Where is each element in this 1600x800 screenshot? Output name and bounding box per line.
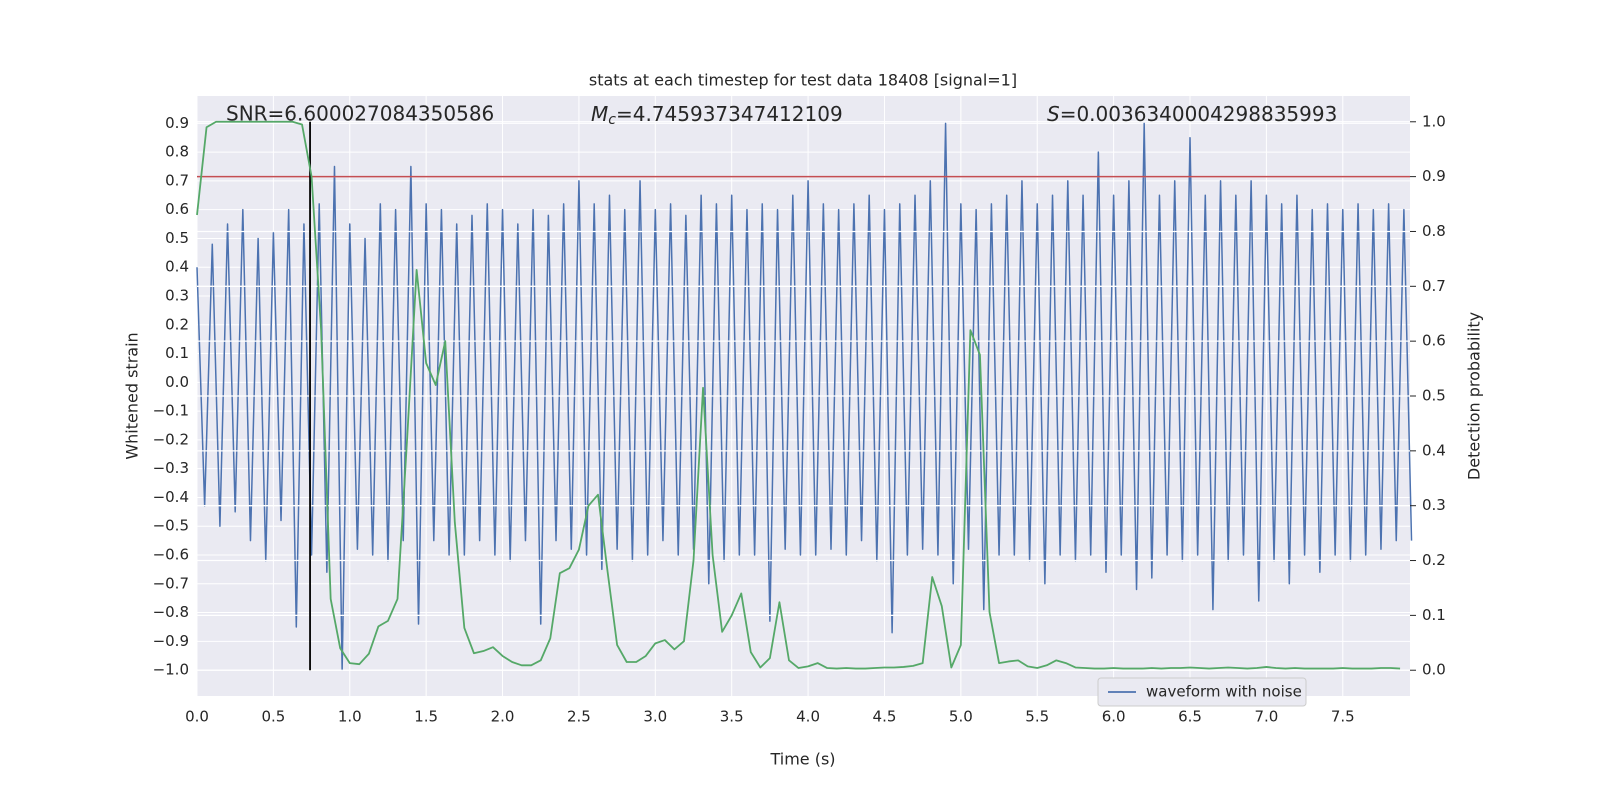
annotation: S=0.0036340004298835993 <box>1047 102 1337 126</box>
y-tick-label: −1.0 <box>153 661 189 679</box>
y-tick-label: 0.6 <box>165 200 189 218</box>
legend-label: waveform with noise <box>1146 683 1302 701</box>
y-tick-label: −0.9 <box>153 632 189 650</box>
y2-axis-label: Detection probability <box>1465 312 1484 480</box>
x-tick-label: 0.5 <box>261 708 285 726</box>
annotation: SNR=6.600027084350586 <box>226 102 494 126</box>
y2-tick-label: 0.3 <box>1422 496 1446 514</box>
annotation-subscript: c <box>608 112 616 128</box>
x-tick-label: 3.0 <box>643 708 667 726</box>
y-tick-label: 0.9 <box>165 114 189 132</box>
annotation: Mc=4.745937347412109 <box>591 102 843 129</box>
annotation-text: =4.745937347412109 <box>616 102 843 126</box>
x-tick-label: 6.5 <box>1178 708 1202 726</box>
x-tick-label: 2.0 <box>491 708 515 726</box>
x-axis-label: Time (s) <box>769 750 835 769</box>
x-tick-label: 6.0 <box>1102 708 1126 726</box>
y-tick-label: −0.1 <box>153 402 189 420</box>
y-tick-label: 0.7 <box>165 171 189 189</box>
x-tick-label: 7.0 <box>1254 708 1278 726</box>
y-tick-label: −0.6 <box>153 545 189 563</box>
y2-tick-label: 0.9 <box>1422 167 1446 185</box>
x-tick-label: 7.5 <box>1331 708 1355 726</box>
x-tick-label: 4.0 <box>796 708 820 726</box>
y-tick-label: −0.8 <box>153 603 189 621</box>
y-tick-label: 0.3 <box>165 287 189 305</box>
annotation-text: =0.0036340004298835993 <box>1060 102 1338 126</box>
y-tick-label: −0.3 <box>153 459 189 477</box>
y-tick-label: −0.7 <box>153 574 189 592</box>
y-tick-label: 0.2 <box>165 315 189 333</box>
y-tick-label: 0.4 <box>165 258 189 276</box>
x-tick-label: 3.5 <box>720 708 744 726</box>
legend-box <box>1097 677 1307 707</box>
y-tick-label: −0.2 <box>153 430 189 448</box>
y-tick-label: −0.4 <box>153 488 189 506</box>
y-tick-label: 0.0 <box>165 373 189 391</box>
y2-tick-label: 0.2 <box>1422 551 1446 569</box>
x-tick-label: 4.5 <box>873 708 897 726</box>
x-tick-label: 1.5 <box>414 708 438 726</box>
y-tick-label: −0.5 <box>153 517 189 535</box>
y2-tick-label: 0.4 <box>1422 441 1446 459</box>
annotation-symbol: M <box>591 102 608 126</box>
y2-tick-label: 0.5 <box>1422 387 1446 405</box>
series-line <box>196 120 1401 670</box>
y2-tick-label: 0.0 <box>1422 661 1446 679</box>
y-axis-label: Whitened strain <box>123 332 142 459</box>
chart-title: stats at each timestep for test data 184… <box>589 71 1017 90</box>
series-line <box>196 122 1413 671</box>
y-tick-label: 0.1 <box>165 344 189 362</box>
y2-tick-label: 0.6 <box>1422 332 1446 350</box>
y2-tick-label: 0.7 <box>1422 277 1446 295</box>
y-tick-label: 0.5 <box>165 229 189 247</box>
x-tick-label: 0.0 <box>185 708 209 726</box>
x-tick-label: 2.5 <box>567 708 591 726</box>
y-tick-label: 0.8 <box>165 143 189 161</box>
y2-tick-label: 0.8 <box>1422 222 1446 240</box>
y2-tick-label: 0.1 <box>1422 606 1446 624</box>
y2-tick-label: 1.0 <box>1422 112 1446 130</box>
x-tick-label: 1.0 <box>338 708 362 726</box>
x-tick-label: 5.5 <box>1025 708 1049 726</box>
x-tick-label: 5.0 <box>949 708 973 726</box>
annotation-symbol: S <box>1047 102 1060 126</box>
